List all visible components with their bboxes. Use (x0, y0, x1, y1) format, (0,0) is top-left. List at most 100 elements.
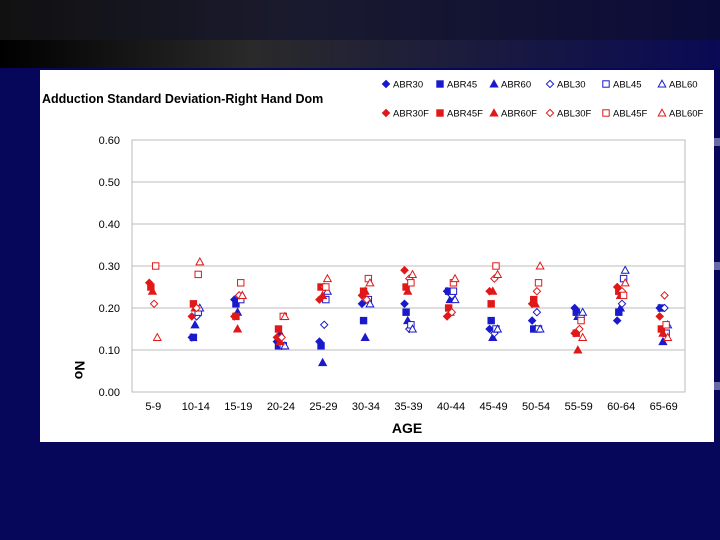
data-point-abr60 (360, 332, 370, 341)
legend-label: ABR45F (447, 109, 483, 120)
y-tick-label: 0.30 (99, 261, 120, 273)
slide-bullet (713, 138, 720, 146)
data-point-abl60f (322, 273, 333, 283)
data-point-abl45f (534, 279, 543, 287)
x-tick-label: 40-44 (437, 401, 465, 413)
data-point-abl60 (620, 265, 630, 274)
data-point-abl30 (660, 303, 669, 313)
legend-marker-abl30f (545, 108, 555, 118)
data-point-abl30f (575, 324, 584, 334)
data-point-abr60f (360, 286, 370, 295)
data-point-abl30f (149, 299, 159, 309)
y-axis-ticks: 0.00 0.10 0.20 0.30 0.40 0.50 0.60 (99, 135, 120, 399)
legend-marker-abl45 (602, 80, 610, 88)
data-point-abr60f (403, 286, 413, 295)
legend-label: ABR30 (393, 80, 423, 91)
slide-bullet (713, 262, 720, 270)
legend-marker-abl60 (657, 79, 667, 88)
data-point-abr45f (274, 325, 283, 333)
data-point-abr60 (317, 357, 328, 367)
data-point-abr60f (573, 345, 583, 354)
data-point-abl60f (492, 269, 503, 278)
data-point-abl30 (532, 307, 542, 317)
x-axis-ticks: 5-9 10-14 15-19 20-24 25-29 30-34 35-39 40-44 45… (145, 401, 677, 413)
x-tick-label: 55-59 (565, 401, 593, 413)
data-point-abl30f (532, 286, 542, 296)
data-point-abl60f (663, 332, 673, 341)
y-tick-label: 0.60 (99, 135, 120, 147)
legend-marker-abl60f (657, 108, 667, 117)
data-point-abl45f (194, 270, 202, 279)
x-tick-label: 5-9 (145, 401, 161, 413)
data-point-abr30 (612, 316, 622, 325)
data-point-abl60 (365, 298, 375, 308)
x-tick-label: 45-49 (480, 401, 508, 413)
data-point-abl60 (450, 294, 460, 304)
y-tick-label: 0.00 (99, 387, 120, 399)
legend-marker-abr45f (436, 109, 444, 117)
data-point-abr30 (400, 299, 409, 309)
x-axis-label: AGE (392, 420, 422, 436)
legend-marker-abl30 (545, 79, 555, 89)
data-point-abl60 (322, 286, 333, 295)
data-point-abl45f (151, 262, 160, 270)
data-point-abr45 (232, 300, 240, 308)
data-point-abl45f (492, 262, 500, 270)
data-point-abl60f (280, 311, 290, 320)
header-band-lower (0, 40, 720, 68)
data-point-abr60f (317, 290, 328, 299)
x-tick-label: 20-24 (267, 401, 295, 413)
x-tick-label: 15-19 (224, 401, 252, 413)
header-band (0, 0, 720, 40)
data-point-abr45 (317, 342, 325, 350)
legend-label: ABL30F (557, 109, 592, 120)
data-point-abl60f (237, 290, 247, 299)
y-axis-label: No (72, 361, 88, 380)
data-point-abr30f (655, 312, 665, 321)
data-point-abl30 (319, 320, 329, 330)
y-tick-label: 0.10 (99, 345, 120, 357)
data-point-abr60f (658, 328, 668, 337)
data-point-abl60 (280, 340, 290, 350)
legend-label: ABR60F (501, 109, 537, 120)
legend-label: ABR45 (447, 80, 477, 91)
legend-marker-abr60f (489, 108, 499, 117)
legend-marker-abr60 (489, 79, 499, 88)
data-point-abl60 (407, 324, 418, 333)
data-point-abr30f (400, 265, 409, 275)
data-point-abr30 (485, 324, 494, 334)
data-point-abl30f (447, 307, 457, 317)
y-tick-label: 0.20 (99, 303, 120, 315)
data-point-abl60f (407, 269, 418, 278)
data-point-abl60 (578, 307, 588, 316)
data-point-abr60f (232, 324, 243, 333)
data-point-abl30f (192, 303, 201, 313)
legend-marker-abr30f (381, 108, 391, 118)
data-point-abl45f (577, 316, 585, 325)
data-point-abr45 (487, 316, 495, 325)
scatter-chart: ABR30 ABR45 ABR60 ABL30 ABL45 ABL60 ABR30F ABR4… (42, 79, 704, 436)
data-point-abr30 (357, 299, 367, 309)
data-point-abl30f (277, 333, 286, 342)
gridlines (131, 139, 686, 393)
data-point-abr45 (189, 333, 198, 342)
slide-bullet (713, 382, 720, 390)
legend-label: ABL45F (613, 109, 648, 120)
data-point-abl60f (450, 273, 460, 283)
data-point-abr45 (402, 308, 410, 316)
legend: ABR30 ABR45 ABR60 ABL30 ABL45 ABL60 ABR30F ABR4… (381, 79, 704, 120)
data-point-abl45f (237, 279, 245, 287)
data-point-abl30f (660, 291, 669, 300)
data-point-abr60f (488, 286, 498, 295)
legend-marker-abr45 (436, 80, 444, 88)
x-tick-label: 30-34 (352, 401, 380, 413)
data-point-abl60f (152, 332, 162, 341)
data-point-abr45 (359, 316, 368, 325)
x-tick-label: 50-54 (522, 401, 550, 413)
data-point-abr60f (530, 298, 540, 308)
data-point-abl60f (195, 256, 205, 266)
x-tick-label: 35-39 (394, 401, 422, 413)
data-point-abl60 (535, 324, 545, 333)
data-point-abl45f (322, 283, 330, 291)
data-point-abr60f (147, 286, 158, 295)
